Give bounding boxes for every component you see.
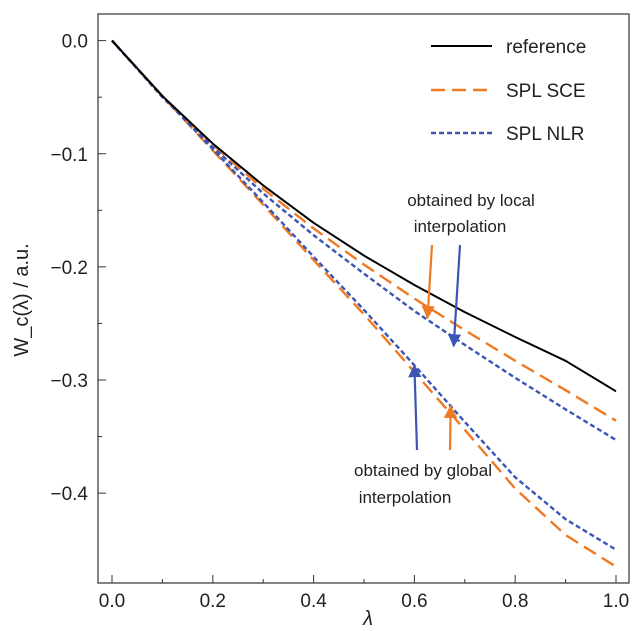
arrow-global-sce [443, 404, 458, 451]
series-line-reference [111, 39, 617, 393]
annotation-local-line1: obtained by local [407, 191, 535, 210]
legend-label-sce: SPL SCE [506, 81, 586, 102]
x-axis-ticks: 0.0 0.2 0.4 0.6 0.8 1.0 [99, 575, 629, 612]
x-tick-label: 0.6 [401, 591, 427, 612]
annotation-local: obtained by local interpolation [407, 191, 535, 348]
x-tick-label: 0.2 [200, 591, 226, 612]
y-axis-title: W_c(λ) / a.u. [11, 243, 33, 356]
y-tick-label: −0.2 [50, 258, 88, 279]
series-layer [111, 39, 617, 568]
y-tick-label: −0.1 [50, 145, 88, 166]
arrow-local-sce [421, 244, 435, 320]
x-tick-label: 0.8 [502, 591, 528, 612]
legend-label-nlr: SPL NLR [506, 124, 585, 145]
arrow-local-nlr [447, 244, 462, 348]
series-line-local-dashed [111, 39, 617, 422]
x-tick-label: 1.0 [603, 591, 629, 612]
arrow-global-nlr [408, 363, 422, 451]
series-line-local-dotted [111, 39, 617, 442]
y-tick-label: 0.0 [62, 32, 88, 53]
y-tick-label: −0.3 [50, 371, 88, 392]
x-axis-title: λ [362, 608, 373, 630]
annotation-global: obtained by global interpolation [354, 363, 492, 507]
x-tick-label: 0.4 [300, 591, 327, 612]
annotation-global-line2: interpolation [359, 488, 452, 507]
x-tick-label: 0.0 [99, 591, 125, 612]
y-tick-label: −0.4 [50, 484, 88, 505]
legend-label-reference: reference [506, 37, 586, 58]
y-axis-ticks: 0.0 −0.1 −0.2 −0.3 −0.4 [50, 32, 106, 505]
annotation-global-line1: obtained by global [354, 461, 492, 480]
annotation-local-line2: interpolation [414, 217, 507, 236]
legend: reference SPL SCE SPL NLR [431, 37, 586, 145]
